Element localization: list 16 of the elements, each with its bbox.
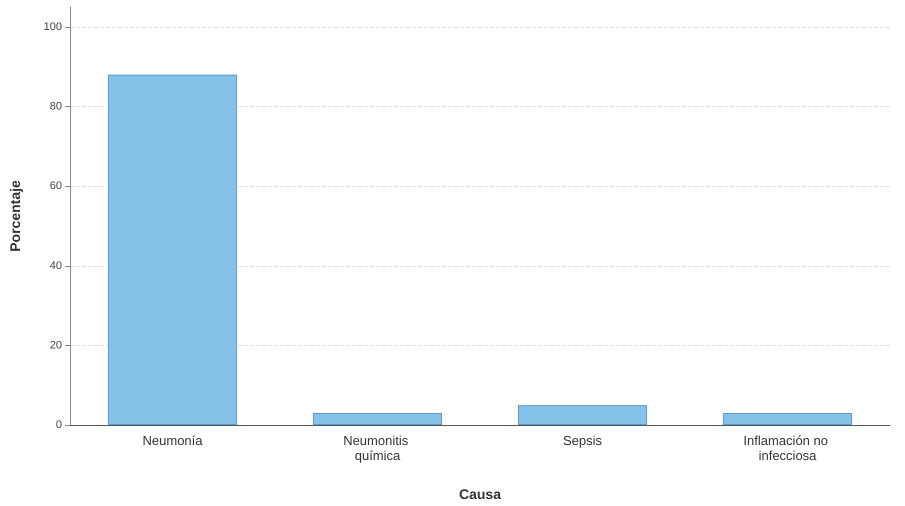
y-tick-label: 20 — [50, 339, 62, 352]
x-tick-label: Sepsis — [562, 433, 603, 448]
bar — [722, 413, 852, 425]
x-tick-label: Neumonía — [142, 433, 204, 448]
x-axis-title: Causa — [458, 486, 502, 502]
x-tick-label: Neumonitis química — [343, 433, 412, 463]
y-axis-title: Porcentaje — [7, 180, 23, 252]
bar — [108, 74, 238, 425]
y-tick-label: 0 — [56, 419, 62, 431]
y-tick-label: 100 — [44, 20, 62, 33]
bar — [518, 405, 648, 425]
y-tick-label: 80 — [50, 100, 62, 113]
bar — [312, 413, 442, 425]
y-tick-label: 60 — [50, 180, 62, 192]
y-tick-label: 40 — [50, 260, 62, 272]
x-tick-label: Inflamación no infecciosa — [743, 433, 832, 463]
